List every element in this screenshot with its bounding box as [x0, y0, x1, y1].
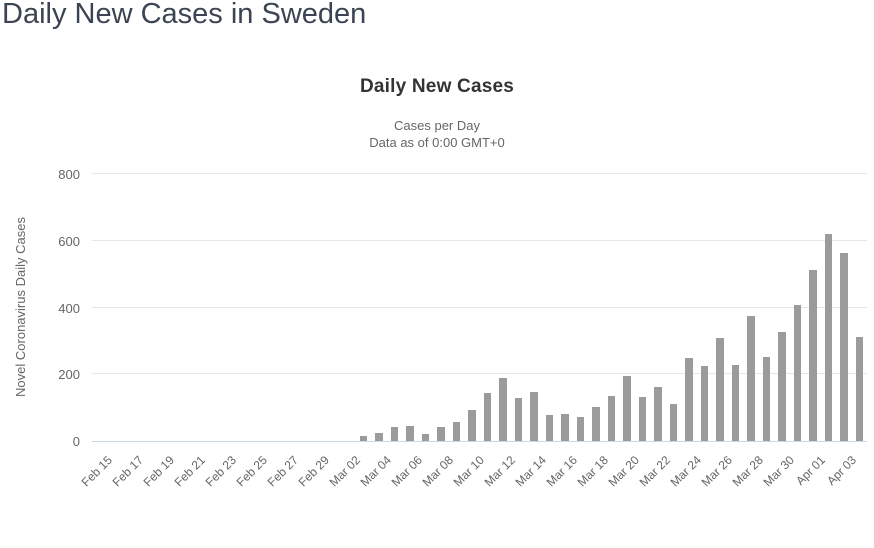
- bar-apr-03[interactable]: [840, 253, 848, 441]
- bar-mar-08[interactable]: [437, 426, 445, 441]
- bar-mar-09[interactable]: [452, 421, 460, 441]
- bar-mar-13[interactable]: [514, 398, 522, 441]
- bar-mar-23[interactable]: [669, 403, 677, 441]
- bar-apr-01[interactable]: [809, 270, 817, 441]
- bar-mar-24[interactable]: [685, 358, 693, 441]
- bar-mar-15[interactable]: [545, 415, 553, 441]
- bar-mar-16[interactable]: [561, 413, 569, 441]
- bar-mar-17[interactable]: [576, 416, 584, 441]
- bar-mar-07[interactable]: [421, 433, 429, 441]
- y-tick-label-200: 200: [58, 367, 80, 383]
- bar-mar-20[interactable]: [623, 375, 631, 441]
- y-tick-label-800: 800: [58, 167, 80, 182]
- page-title: Daily New Cases in Sweden: [2, 0, 367, 30]
- bar-mar-22[interactable]: [654, 386, 662, 441]
- chart-subtitle-line1: Cases per Day: [394, 118, 480, 133]
- gridline-400: [92, 306, 867, 308]
- bar-apr-04[interactable]: [855, 336, 863, 441]
- bar-mar-19[interactable]: [607, 395, 615, 441]
- chart-title: Daily New Cases: [359, 76, 515, 97]
- bar-mar-25[interactable]: [700, 365, 708, 441]
- bar-mar-29[interactable]: [762, 356, 770, 441]
- gridline-800: [92, 173, 867, 174]
- bar-mar-30[interactable]: [778, 331, 786, 441]
- y-tick-label-0: 0: [72, 434, 80, 449]
- bar-mar-06[interactable]: [406, 425, 414, 441]
- bar-mar-11[interactable]: [483, 392, 491, 441]
- gridline-200: [92, 373, 867, 375]
- y-tick-label-600: 600: [58, 233, 80, 249]
- bar-apr-02[interactable]: [824, 233, 832, 441]
- bar-mar-26[interactable]: [716, 337, 724, 441]
- gridline-600: [92, 239, 867, 241]
- bar-mar-14[interactable]: [530, 392, 538, 441]
- plot-area: [92, 173, 867, 442]
- bar-mar-12[interactable]: [499, 378, 507, 441]
- bar-mar-27[interactable]: [731, 364, 739, 441]
- bar-mar-04[interactable]: [375, 433, 383, 441]
- daily-new-cases-chart: Daily New Cases Cases per Day Data as of…: [0, 40, 874, 499]
- chart-subtitle-line2: Data as of 0:00 GMT+0: [369, 135, 505, 150]
- bar-mar-03[interactable]: [359, 436, 367, 441]
- bar-mar-05[interactable]: [390, 426, 398, 441]
- bar-mar-10[interactable]: [468, 409, 476, 441]
- bar-mar-31[interactable]: [793, 305, 801, 441]
- bar-mar-18[interactable]: [592, 406, 600, 441]
- bar-mar-21[interactable]: [638, 397, 646, 441]
- y-tick-label-400: 400: [58, 300, 80, 316]
- bar-mar-28[interactable]: [747, 315, 755, 441]
